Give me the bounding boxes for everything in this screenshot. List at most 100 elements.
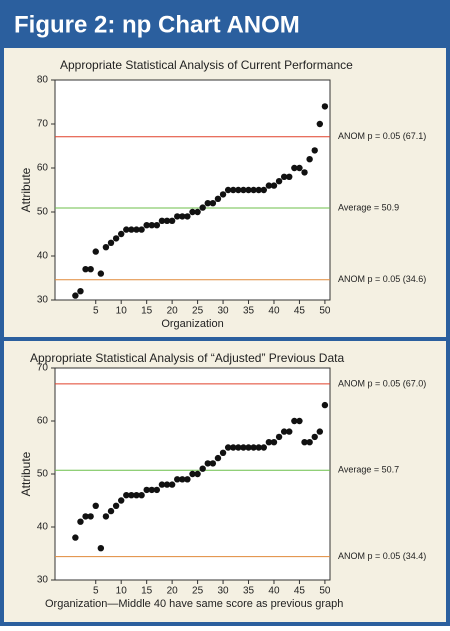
y-tick-label: 60 — [37, 163, 49, 174]
point — [118, 497, 125, 504]
point — [87, 266, 94, 273]
point — [255, 444, 262, 451]
point — [265, 182, 273, 189]
point — [168, 217, 176, 224]
point — [306, 156, 313, 163]
x-tick-label: 15 — [141, 306, 153, 317]
point — [316, 428, 324, 435]
y-tick-label: 70 — [37, 363, 49, 374]
point — [189, 208, 196, 216]
point — [311, 147, 318, 154]
point — [133, 226, 140, 233]
point — [286, 173, 293, 180]
x-tick-label: 5 — [93, 306, 99, 317]
point — [107, 239, 115, 246]
point — [260, 186, 267, 194]
point — [128, 492, 135, 499]
point — [219, 449, 227, 456]
point — [179, 476, 186, 483]
plot-area — [54, 79, 331, 301]
x-tick-label: 15 — [141, 586, 153, 597]
x-tick-label: 10 — [116, 306, 128, 317]
point — [143, 222, 150, 229]
point — [102, 244, 110, 251]
point — [286, 428, 293, 435]
x-tick-label: 30 — [217, 306, 229, 317]
point — [280, 428, 288, 435]
point — [214, 454, 222, 462]
reference-label: Average = 50.7 — [338, 465, 399, 475]
point — [148, 222, 155, 229]
reference-label: ANOM p = 0.05 (34.4) — [338, 551, 426, 561]
point — [270, 439, 278, 446]
point — [97, 270, 105, 277]
point — [214, 195, 222, 202]
point — [224, 444, 232, 451]
point — [112, 502, 120, 509]
x-tick-label: 45 — [294, 586, 306, 597]
point — [230, 186, 237, 194]
y-tick-label: 80 — [37, 75, 49, 86]
x-tick-label: 25 — [192, 586, 204, 597]
point — [97, 545, 105, 552]
point — [260, 444, 267, 451]
x-tick-label: 30 — [217, 586, 229, 597]
point — [82, 266, 89, 273]
y-tick-label: 50 — [37, 469, 49, 480]
point — [316, 120, 324, 128]
x-tick-label: 10 — [116, 586, 128, 597]
x-tick-label: 50 — [319, 586, 331, 597]
point — [301, 169, 308, 176]
point — [321, 401, 329, 409]
point — [199, 204, 206, 211]
point — [92, 248, 99, 255]
point — [194, 470, 201, 478]
point — [77, 288, 84, 295]
point — [275, 178, 283, 185]
point — [311, 433, 318, 441]
point — [296, 417, 303, 425]
y-axis-label: Attribute — [19, 451, 33, 496]
point — [230, 444, 237, 451]
point — [291, 417, 298, 425]
point — [301, 439, 308, 446]
point — [270, 182, 278, 189]
reference-label: Average = 50.9 — [338, 202, 399, 212]
point — [321, 103, 329, 110]
x-tick-label: 40 — [268, 306, 280, 317]
reference-label: ANOM p = 0.05 (67.0) — [338, 378, 426, 388]
point — [245, 444, 252, 451]
point — [189, 470, 196, 478]
y-tick-label: 70 — [37, 119, 49, 130]
point — [306, 439, 313, 446]
figure-title: Figure 2: np Chart ANOM — [14, 11, 300, 38]
point — [163, 217, 171, 224]
point — [102, 513, 110, 520]
point — [291, 164, 298, 172]
x-tick-label: 40 — [268, 586, 280, 597]
x-tick-label: 20 — [167, 306, 179, 317]
point — [179, 213, 186, 220]
point — [123, 226, 130, 233]
point — [240, 186, 247, 194]
x-tick-label: 20 — [167, 586, 179, 597]
point — [92, 502, 99, 509]
y-tick-label: 30 — [37, 575, 49, 586]
point — [158, 481, 166, 488]
point — [148, 486, 155, 494]
point — [123, 492, 130, 499]
point — [224, 186, 232, 194]
point — [184, 213, 191, 220]
point — [118, 230, 125, 238]
point — [219, 191, 227, 198]
point — [199, 465, 206, 472]
point — [72, 534, 79, 541]
x-tick-label: 35 — [243, 306, 255, 317]
point — [204, 460, 211, 467]
x-tick-label: 25 — [192, 306, 204, 317]
point — [255, 186, 262, 194]
point — [194, 208, 201, 216]
reference-label: ANOM p = 0.05 (34.6) — [338, 274, 426, 284]
